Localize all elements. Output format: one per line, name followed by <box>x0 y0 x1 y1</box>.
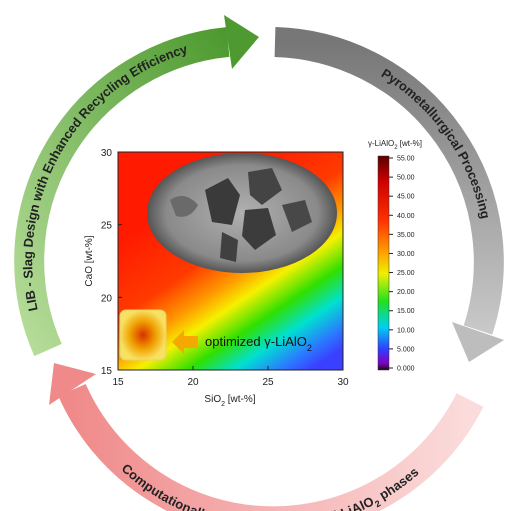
y-label: CaO [wt-%] <box>84 235 95 286</box>
sem-image <box>147 153 337 273</box>
y-tick-label: 15 <box>101 366 113 377</box>
arrowhead <box>224 15 259 69</box>
x-tick-label: 30 <box>337 377 349 388</box>
arc-label: Pyrometallurgical Processing <box>379 66 493 220</box>
inset <box>119 309 167 361</box>
colorbar-tick-label: 45.00 <box>397 194 415 201</box>
y-tick-label: 25 <box>101 221 113 232</box>
x-tick-label: 25 <box>262 377 274 388</box>
colorbar-tick-label: 5.000 <box>397 346 415 353</box>
colorbar-tick-label: 50.00 <box>397 175 415 182</box>
colorbar-title: γ-LiAlO2 [wt-%] <box>368 139 422 151</box>
arrowhead <box>452 322 504 362</box>
x-tick-label: 20 <box>187 377 199 388</box>
arrow-design <box>14 27 230 357</box>
annotation-arrow <box>172 330 198 354</box>
colorbar-tick-label: 30.00 <box>397 251 415 258</box>
colorbar <box>377 155 390 371</box>
colorbar-tick-label: 15.00 <box>397 308 415 315</box>
colorbar-tick-label: 20.00 <box>397 289 415 296</box>
colorbar-tick-label: 10.00 <box>397 327 415 334</box>
y-tick-label: 20 <box>101 293 113 304</box>
colorbar-tick-label: 35.00 <box>397 232 415 239</box>
annotation: optimized γ-LiAlO2 <box>205 334 312 353</box>
y-tick-label: 30 <box>101 148 113 159</box>
x-label: SiO2 [wt-%] <box>204 394 255 408</box>
arrow-computation <box>58 383 484 511</box>
colorbar-tick-label: 25.00 <box>397 270 415 277</box>
arrowhead <box>49 363 96 405</box>
x-tick-label: 15 <box>112 377 124 388</box>
arrow-processing <box>274 27 504 335</box>
plot-frame <box>117 151 344 371</box>
colorbar-tick-label: 0.000 <box>397 366 415 373</box>
colorbar-tick-label: 55.00 <box>397 156 415 163</box>
colorbar-tick-label: 40.00 <box>397 213 415 220</box>
